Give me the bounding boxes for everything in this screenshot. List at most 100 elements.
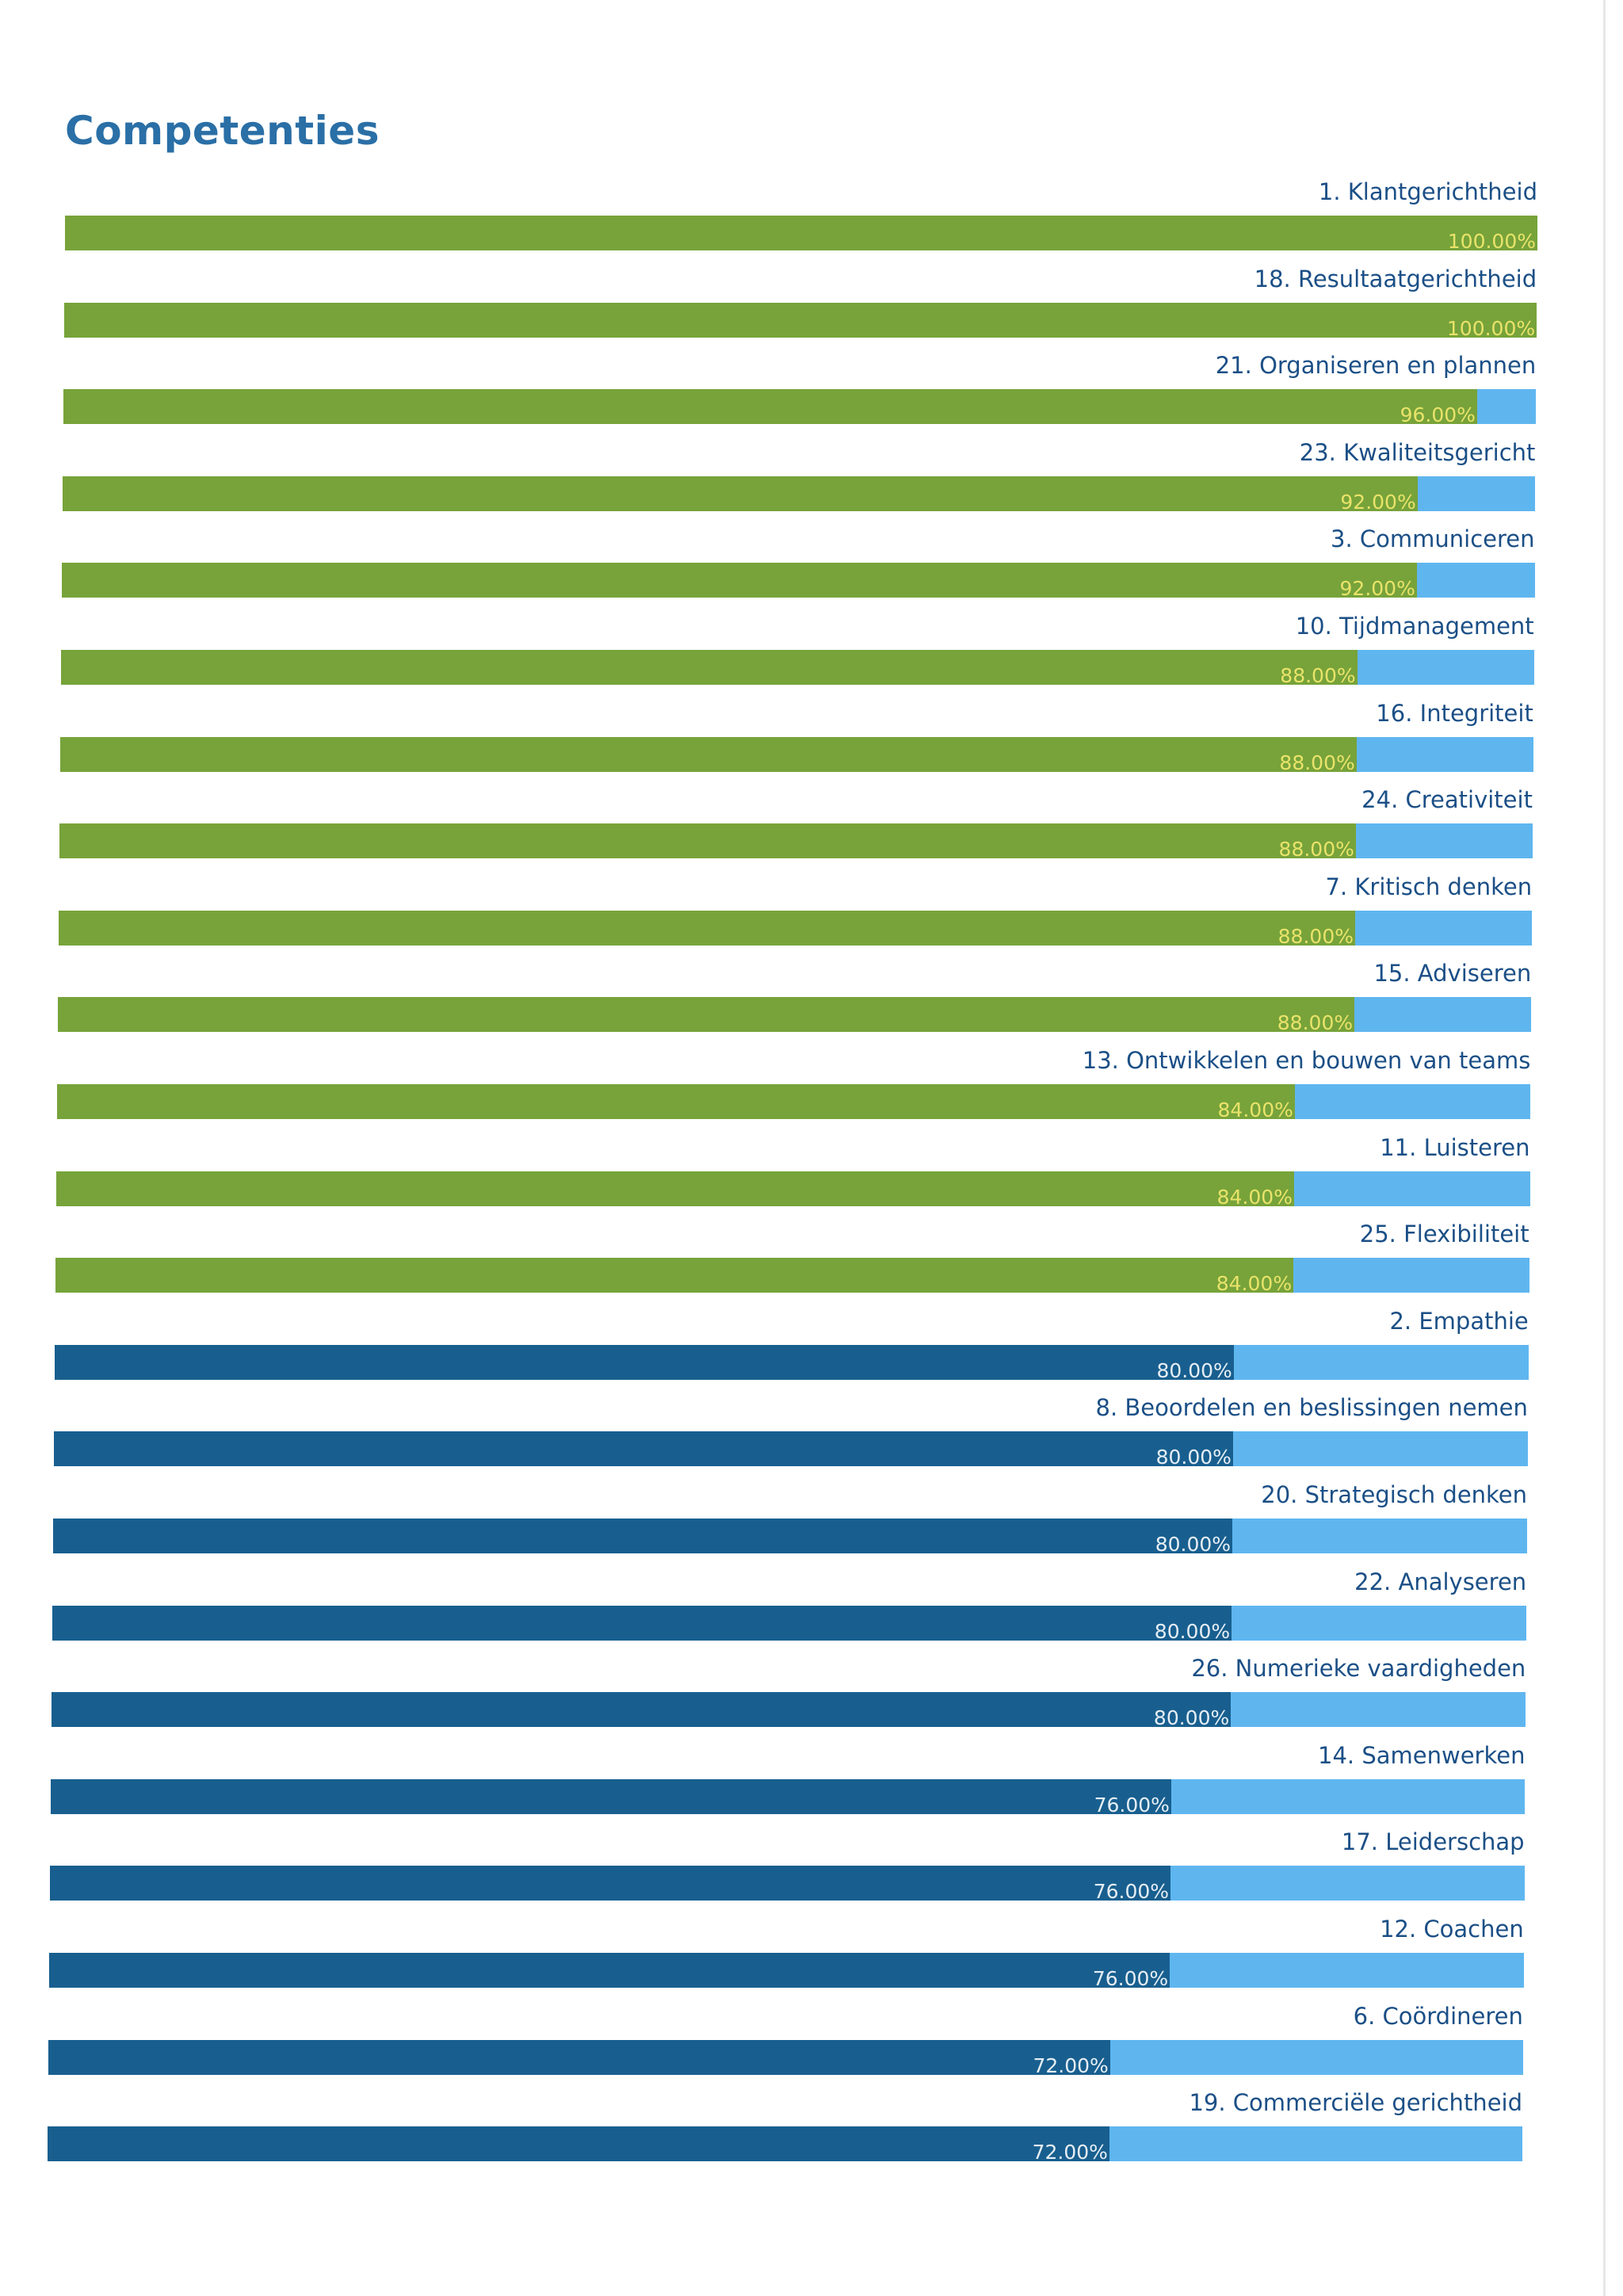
bar-row: 6. Coördineren 72.00% xyxy=(48,2000,1523,2088)
category-label: 11. Luisteren xyxy=(1380,1133,1530,1161)
value-label: 76.00% xyxy=(1093,1880,1170,1904)
category-label: 19. Commerciële gerichtheid xyxy=(1189,2089,1522,2117)
category-label: 8. Beoordelen en beslissingen nemen xyxy=(1095,1394,1528,1422)
bar-fill xyxy=(54,1431,1233,1467)
bar-track: 84.00% xyxy=(56,1171,1530,1209)
bar-fill xyxy=(65,216,1537,250)
category-label: 20. Strategisch denken xyxy=(1261,1481,1528,1508)
category-label: 10. Tijdmanagement xyxy=(1295,613,1534,640)
bar-fill xyxy=(58,997,1355,1033)
bar-track: 88.00% xyxy=(59,910,1533,948)
value-label: 92.00% xyxy=(1339,577,1415,601)
bar-fill xyxy=(48,2126,1109,2162)
bar-track: 76.00% xyxy=(50,1866,1525,1904)
category-label: 7. Kritisch denken xyxy=(1325,873,1533,900)
bar-fill xyxy=(57,1084,1295,1119)
bar-track: 96.00% xyxy=(63,389,1537,427)
value-label: 84.00% xyxy=(1216,1272,1293,1296)
bar-row: 2. Empathie 80.00% xyxy=(55,1305,1529,1392)
bar-fill xyxy=(55,1258,1294,1293)
value-label: 96.00% xyxy=(1400,403,1476,427)
bar-track: 88.00% xyxy=(61,650,1534,687)
value-label: 84.00% xyxy=(1217,1098,1293,1121)
bar-fill xyxy=(59,910,1355,946)
bar-row: 19. Commerciële gerichtheid 72.00% xyxy=(48,2087,1522,2174)
bar-row: 13. Ontwikkelen en bouwen van teams 84.00… xyxy=(57,1045,1531,1132)
bar-track: 88.00% xyxy=(58,997,1532,1035)
value-label: 88.00% xyxy=(1277,1011,1354,1035)
category-label: 12. Coachen xyxy=(1380,1916,1524,1943)
bar-track: 100.00% xyxy=(64,302,1537,340)
bar-track: 88.00% xyxy=(60,736,1533,774)
page-edge xyxy=(1603,0,1606,2296)
bar-row: 12. Coachen 76.00% xyxy=(49,1913,1524,2000)
bar-row: 11. Luisteren 84.00% xyxy=(56,1132,1530,1219)
bar-track: 84.00% xyxy=(57,1084,1531,1121)
category-label: 14. Samenwerken xyxy=(1318,1741,1526,1769)
bar-row: 15. Adviseren 88.00% xyxy=(58,957,1532,1045)
value-label: 88.00% xyxy=(1277,924,1354,948)
value-label: 80.00% xyxy=(1154,1619,1231,1643)
category-label: 3. Communiceren xyxy=(1331,525,1535,553)
bar-fill xyxy=(61,650,1358,685)
category-label: 16. Integriteit xyxy=(1376,699,1533,727)
category-label: 25. Flexibiliteit xyxy=(1359,1221,1529,1248)
bar-track: 76.00% xyxy=(51,1778,1526,1817)
bar-row: 24. Creativiteit 88.00% xyxy=(59,784,1533,871)
bar-row: 21. Organiseren en plannen 96.00% xyxy=(63,350,1537,437)
bar-track: 80.00% xyxy=(52,1605,1527,1643)
value-label: 100.00% xyxy=(1446,316,1536,340)
bar-track: 72.00% xyxy=(48,2126,1522,2164)
bar-fill xyxy=(50,1866,1171,1901)
bar-row: 22. Analyseren 80.00% xyxy=(52,1566,1527,1653)
category-label: 15. Adviseren xyxy=(1373,960,1532,988)
bar-fill xyxy=(63,476,1418,511)
category-label: 13. Ontwikkelen en bouwen van teams xyxy=(1082,1047,1531,1074)
bar-track: 100.00% xyxy=(65,216,1537,253)
bar-track: 80.00% xyxy=(54,1431,1528,1469)
category-label: 18. Resultaatgerichtheid xyxy=(1254,265,1537,292)
value-label: 80.00% xyxy=(1156,1358,1232,1382)
bar-row: 14. Samenwerken 76.00% xyxy=(51,1740,1526,1827)
bar-fill xyxy=(48,2039,1110,2075)
bar-row: 17. Leiderschap 76.00% xyxy=(50,1826,1525,1913)
bar-track: 80.00% xyxy=(55,1344,1529,1382)
bar-fill xyxy=(63,389,1477,425)
category-label: 2. Empathie xyxy=(1389,1307,1529,1335)
bar-row: 16. Integriteit 88.00% xyxy=(60,697,1533,785)
bar-fill xyxy=(52,1692,1232,1728)
bar-track: 92.00% xyxy=(62,563,1535,601)
bar-fill xyxy=(56,1171,1294,1206)
bar-track: 80.00% xyxy=(52,1692,1526,1730)
bar-row: 20. Strategisch denken 80.00% xyxy=(53,1479,1528,1566)
value-label: 100.00% xyxy=(1447,230,1536,253)
value-label: 92.00% xyxy=(1340,490,1416,514)
bar-fill xyxy=(59,823,1356,859)
bar-fill xyxy=(52,1605,1232,1641)
bar-track: 84.00% xyxy=(55,1258,1529,1296)
category-label: 24. Creativiteit xyxy=(1361,786,1533,814)
bar-row: 10. Tijdmanagement 88.00% xyxy=(61,610,1534,697)
bar-track: 88.00% xyxy=(59,823,1533,861)
bar-row: 18. Resultaatgerichtheid 100.00% xyxy=(64,263,1537,350)
category-label: 26. Numerieke vaardigheden xyxy=(1191,1655,1526,1683)
bar-row: 1. Klantgerichtheid 100.00% xyxy=(65,176,1537,263)
category-label: 23. Kwaliteitsgericht xyxy=(1299,438,1536,466)
value-label: 80.00% xyxy=(1153,1706,1230,1730)
bar-fill xyxy=(49,1953,1170,1988)
bar-row: 8. Beoordelen en beslissingen nemen 80.00… xyxy=(54,1392,1528,1479)
bar-row: 25. Flexibiliteit 84.00% xyxy=(55,1218,1529,1305)
bar-fill xyxy=(53,1519,1233,1553)
category-label: 17. Leiderschap xyxy=(1341,1828,1525,1856)
category-label: 21. Organiseren en plannen xyxy=(1215,352,1537,380)
bar-track: 72.00% xyxy=(48,2039,1523,2077)
bar-track: 80.00% xyxy=(53,1519,1528,1556)
value-label: 80.00% xyxy=(1155,1533,1232,1556)
bar-row: 7. Kritisch denken 88.00% xyxy=(59,871,1533,958)
bar-row: 23. Kwaliteitsgericht 92.00% xyxy=(63,437,1536,524)
value-label: 72.00% xyxy=(1033,2053,1109,2077)
bar-row: 3. Communiceren 92.00% xyxy=(62,523,1535,610)
value-label: 88.00% xyxy=(1279,751,1355,774)
bar-track: 92.00% xyxy=(63,476,1536,514)
